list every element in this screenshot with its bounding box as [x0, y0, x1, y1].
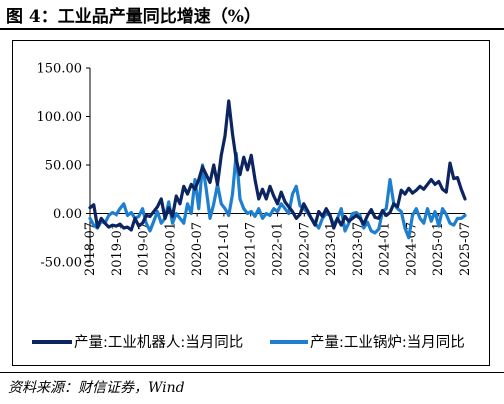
x-tick-label: 2022-07 [297, 222, 312, 276]
legend-label-1: 产量:工业机器人:当月同比 [74, 334, 243, 351]
y-tick-label: 0.00 [53, 207, 82, 222]
x-tick-label: 2025-07 [458, 222, 473, 276]
legend-label-2: 产量:工业锅炉:当月同比 [310, 334, 465, 351]
source-note: 资料来源：财信证券，Wind [8, 380, 185, 396]
chart-frame [12, 40, 490, 366]
x-tick-label: 2024-01 [378, 222, 393, 276]
source-divider [0, 372, 504, 373]
x-tick-label: 2022-01 [271, 222, 286, 276]
y-tick-label: -50.00 [40, 256, 82, 271]
y-tick-label: 150.00 [37, 62, 83, 77]
x-tick-label: 2021-01 [217, 222, 232, 276]
y-tick-label: 100.00 [37, 110, 83, 125]
x-tick-label: 2025-01 [431, 222, 446, 276]
series-line-1 [88, 99, 467, 232]
x-tick-label: 2021-07 [244, 222, 259, 276]
x-tick-label: 2023-07 [351, 222, 366, 276]
x-tick-label: 2023-01 [324, 222, 339, 276]
x-tick-label: 2018-07 [83, 222, 98, 276]
y-tick-label: 50.00 [45, 159, 82, 174]
x-tick-label: 2020-01 [163, 222, 178, 276]
line-chart: 150.00 100.00 50.00 0.00 -50.00 2018-07 2019-0… [32, 62, 473, 351]
series-line-2 [88, 151, 467, 240]
x-tick-label: 2020-07 [190, 222, 205, 276]
x-tick-label: 2019-01 [110, 222, 125, 276]
x-tick-label: 2019-07 [137, 222, 152, 276]
title-divider [0, 28, 504, 30]
figure-title: 图 4：工业品产量同比增速（%） [6, 7, 261, 27]
